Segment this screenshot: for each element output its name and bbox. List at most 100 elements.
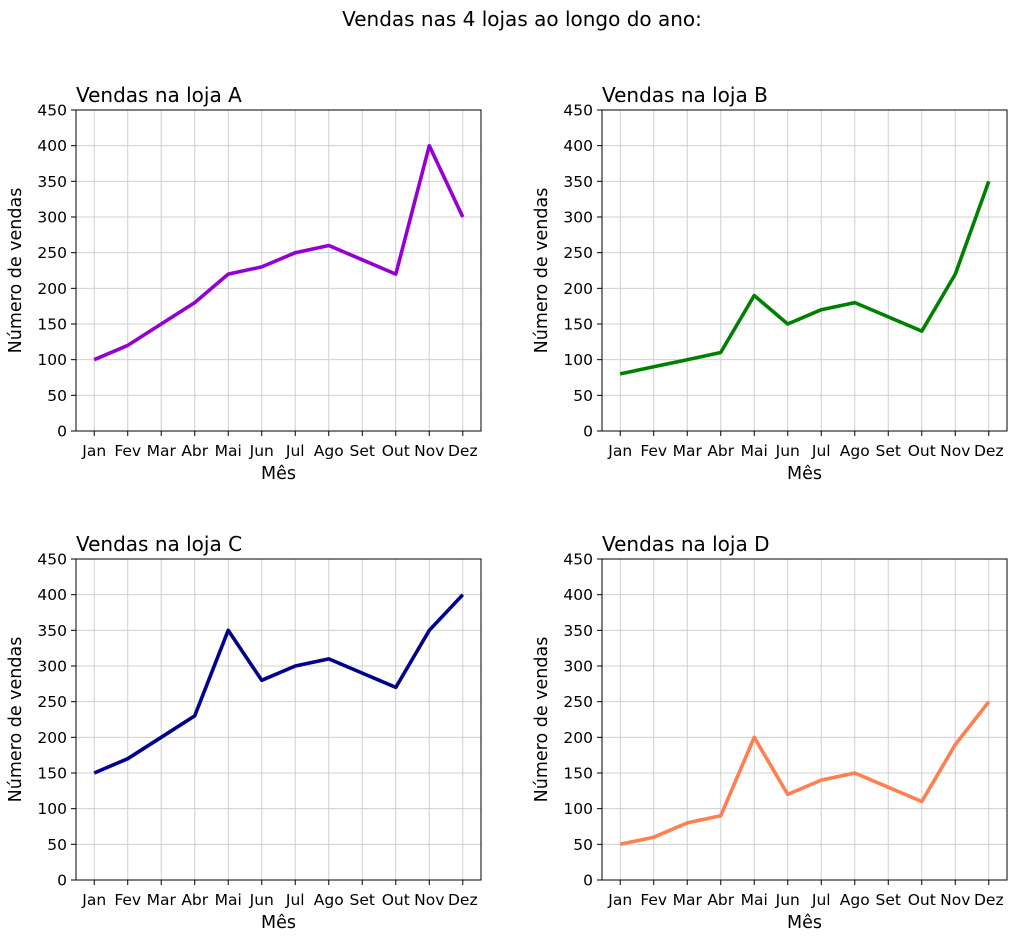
chart-b-x-tick-label: Mai xyxy=(741,442,768,460)
chart-c-y-tick-label: 200 xyxy=(37,729,67,747)
chart-c-x-tick-label: Set xyxy=(350,891,375,909)
chart-c-series-line xyxy=(93,593,465,775)
chart-c-y-tick-label: 450 xyxy=(37,551,67,569)
chart-b-y-axis-label: Número de vendas xyxy=(532,188,552,354)
chart-a: Jan Fev Mar Abr Mai Jun Jul Ago Set Out Nov Dez 0 50 1… xyxy=(6,83,482,484)
chart-c-y-tick-label: 100 xyxy=(37,800,67,818)
chart-b-x-tick-label: Jun xyxy=(775,442,800,460)
chart-a-x-tick-label: Jun xyxy=(249,442,274,460)
chart-b-x-tick-label: Mar xyxy=(673,442,703,460)
chart-a-x-tick-label: Set xyxy=(350,442,375,460)
chart-c-x-axis-label: Mês xyxy=(261,913,296,933)
chart-b-x-tick-label: Nov xyxy=(940,442,970,460)
chart-d-grid xyxy=(602,558,1007,881)
chart-a-y-axis-label: Número de vendas xyxy=(6,188,26,354)
chart-a-grid xyxy=(76,109,481,432)
chart-b-series-line xyxy=(619,180,991,376)
chart-c-x-tick-label: Fev xyxy=(114,891,141,909)
chart-a-x-tick-label: Out xyxy=(382,442,410,460)
chart-b-x-tick-label: Abr xyxy=(707,442,734,460)
chart-a-x-tick-label: Jul xyxy=(285,442,305,460)
chart-b-y-tick-label: 400 xyxy=(563,137,593,155)
chart-a-x-tick-label: Abr xyxy=(181,442,208,460)
chart-b-y-tick-label: 200 xyxy=(563,280,593,298)
chart-b-y-tick-label: 250 xyxy=(563,244,593,262)
chart-b-x-tick-label: Set xyxy=(876,442,901,460)
chart-c-y-tick-label: 50 xyxy=(47,836,67,854)
chart-c-x-tick-label: Ago xyxy=(314,891,344,909)
chart-a-title: Vendas na loja A xyxy=(76,83,242,107)
chart-d-y-tick-label: 100 xyxy=(563,800,593,818)
chart-b-x-tick-label: Out xyxy=(908,442,936,460)
chart-d-x-tick-label: Nov xyxy=(940,891,970,909)
chart-a-x-tick-label: Jan xyxy=(81,442,106,460)
chart-c-y-tick-label: 250 xyxy=(37,693,67,711)
chart-a-x-tick-label: Nov xyxy=(414,442,444,460)
chart-a-series-line xyxy=(93,143,465,362)
chart-a-y-tick-label: 250 xyxy=(37,244,67,262)
chart-d-series-line xyxy=(619,700,991,847)
chart-d-x-tick-label: Jul xyxy=(811,891,831,909)
chart-a-y-tick-label: 300 xyxy=(37,209,67,227)
chart-a-x-tick-label: Ago xyxy=(314,442,344,460)
chart-d-x-axis-label: Mês xyxy=(787,913,822,933)
chart-d-x-tick-label: Ago xyxy=(840,891,870,909)
chart-c-y-tick-label: 350 xyxy=(37,622,67,640)
chart-c-y-tick-label: 300 xyxy=(37,658,67,676)
chart-b-frame xyxy=(601,109,1008,432)
chart-d-y-tick-label: 50 xyxy=(573,836,593,854)
chart-d-y-tick-label: 0 xyxy=(583,872,593,890)
chart-c: Jan Fev Mar Abr Mai Jun Jul Ago Set Out Nov Dez 0 50 1… xyxy=(6,532,482,933)
chart-d-x-tick-label: Jun xyxy=(775,891,800,909)
chart-a-y-tick-label: 350 xyxy=(37,173,67,191)
chart-b-y-tick-label: 150 xyxy=(563,316,593,334)
chart-a-y-tick-label: 400 xyxy=(37,137,67,155)
chart-d-y-tick-label: 250 xyxy=(563,693,593,711)
chart-a-x-axis-label: Mês xyxy=(261,464,296,484)
chart-c-y-tick-label: 0 xyxy=(57,872,67,890)
chart-b: Jan Fev Mar Abr Mai Jun Jul Ago Set Out Nov Dez 0 50 1… xyxy=(532,83,1008,484)
chart-b-x-tick-label: Dez xyxy=(974,442,1004,460)
chart-b-y-tick-label: 300 xyxy=(563,209,593,227)
chart-a-x-tick-label: Mai xyxy=(215,442,242,460)
chart-d-y-tick-label: 200 xyxy=(563,729,593,747)
chart-b-y-tick-label: 100 xyxy=(563,351,593,369)
chart-c-x-tick-label: Out xyxy=(382,891,410,909)
chart-b-y-tick-label: 450 xyxy=(563,102,593,120)
chart-d-frame xyxy=(601,558,1008,881)
chart-d-y-tick-label: 300 xyxy=(563,658,593,676)
chart-b-y-tick-label: 0 xyxy=(583,423,593,441)
chart-c-x-tick-label: Mai xyxy=(215,891,242,909)
chart-c-x-tick-label: Abr xyxy=(181,891,208,909)
chart-a-y-tick-label: 50 xyxy=(47,387,67,405)
chart-d-title: Vendas na loja D xyxy=(602,532,770,556)
chart-a-x-tick-label: Fev xyxy=(114,442,141,460)
chart-d-x-tick-label: Mar xyxy=(673,891,703,909)
chart-b-x-tick-label: Fev xyxy=(640,442,667,460)
chart-c-title: Vendas na loja C xyxy=(76,532,242,556)
chart-d-y-tick-label: 350 xyxy=(563,622,593,640)
chart-a-y-tick-label: 150 xyxy=(37,316,67,334)
chart-b-x-axis-label: Mês xyxy=(787,464,822,484)
chart-a-y-tick-label: 0 xyxy=(57,423,67,441)
chart-a-y-tick-label: 450 xyxy=(37,102,67,120)
chart-b-x-tick-label: Ago xyxy=(840,442,870,460)
chart-b-y-tick-label: 50 xyxy=(573,387,593,405)
chart-c-x-tick-label: Nov xyxy=(414,891,444,909)
chart-b-x-tick-label: Jul xyxy=(811,442,831,460)
figure-title: Vendas nas 4 lojas ao longo do ano: xyxy=(342,7,702,31)
chart-c-frame xyxy=(75,558,482,881)
chart-a-x-tick-label: Mar xyxy=(147,442,177,460)
chart-c-x-tick-label: Jun xyxy=(249,891,274,909)
chart-c-x-tick-label: Jan xyxy=(81,891,106,909)
chart-b-x-tick-label: Jan xyxy=(607,442,632,460)
chart-d-y-axis-label: Número de vendas xyxy=(532,637,552,803)
chart-d-y-tick-label: 450 xyxy=(563,551,593,569)
chart-a-frame xyxy=(75,109,482,432)
chart-a-y-tick-label: 200 xyxy=(37,280,67,298)
chart-c-y-axis-label: Número de vendas xyxy=(6,637,26,803)
chart-d-y-tick-label: 400 xyxy=(563,586,593,604)
chart-b-title: Vendas na loja B xyxy=(602,83,768,107)
chart-d-x-tick-label: Jan xyxy=(607,891,632,909)
